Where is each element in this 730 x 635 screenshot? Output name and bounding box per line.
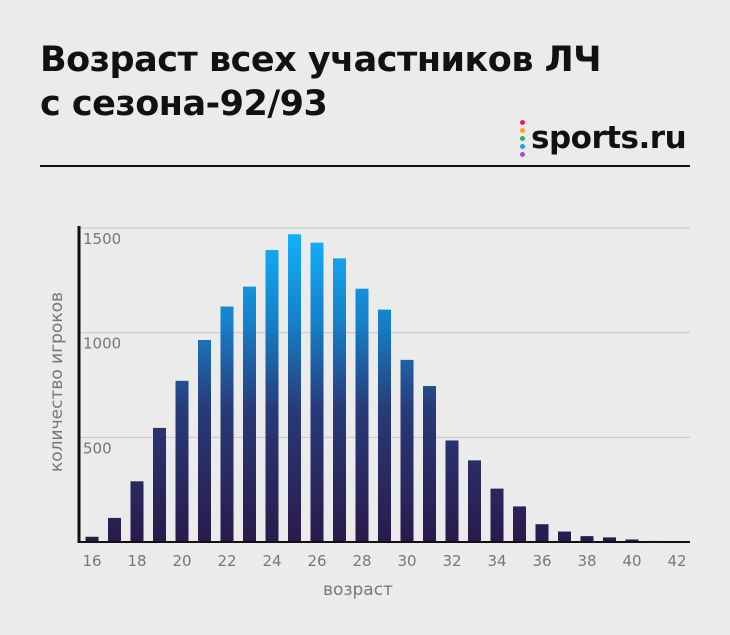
bar [220, 306, 234, 542]
logo-dots-icon [520, 119, 525, 157]
sports-ru-logo: sports.ru [520, 118, 687, 158]
bar [580, 536, 594, 542]
bar [130, 481, 144, 542]
bar [243, 286, 256, 542]
bar [378, 309, 391, 542]
bar [310, 242, 324, 543]
x-tick-label: 42 [667, 552, 686, 570]
bar [175, 380, 189, 542]
x-tick-label: 40 [622, 552, 641, 570]
bar [468, 460, 481, 542]
bar [198, 339, 211, 542]
x-tick-label: 34 [487, 552, 506, 570]
bar [153, 427, 166, 542]
x-tick-label: 16 [82, 552, 101, 570]
bar [445, 440, 459, 542]
x-tick-label: 22 [217, 552, 236, 570]
x-tick-label: 28 [352, 552, 371, 570]
bar [603, 537, 616, 542]
y-tick-label: 500 [83, 439, 112, 457]
x-tick-label: 24 [262, 552, 281, 570]
title-line-1: Возраст всех участников ЛЧ [40, 40, 602, 80]
logo-dot [520, 135, 525, 141]
bar [513, 506, 526, 542]
logo-text: sports.ru [531, 120, 687, 156]
logo-dot [520, 143, 525, 149]
bar [558, 531, 571, 542]
y-axis-label: количество игроков [47, 292, 67, 472]
bar [288, 234, 301, 542]
y-tick-label: 1500 [83, 230, 121, 248]
x-tick-label: 38 [577, 552, 596, 570]
bar [85, 536, 99, 542]
bar [423, 386, 436, 542]
logo-dot [520, 127, 525, 133]
bar [265, 249, 279, 543]
logo-dot [520, 151, 525, 157]
bar [108, 517, 121, 542]
bar [490, 488, 504, 542]
bar [400, 359, 414, 542]
x-tick-label: 20 [172, 552, 191, 570]
bar [535, 524, 549, 542]
bar [355, 288, 369, 542]
x-axis-label: возраст [323, 580, 393, 600]
bar [333, 258, 346, 542]
y-tick-label: 1000 [83, 335, 121, 353]
x-tick-label: 30 [397, 552, 416, 570]
chart-title: Возраст всех участников ЛЧ с сезона-92/9… [40, 38, 602, 126]
title-line-2: с сезона-92/93 [40, 84, 328, 124]
x-tick-label: 18 [127, 552, 146, 570]
x-tick-label: 36 [532, 552, 551, 570]
bar [625, 539, 639, 542]
x-tick-label: 26 [307, 552, 326, 570]
x-tick-label: 32 [442, 552, 461, 570]
title-divider [40, 165, 690, 167]
logo-dot [520, 119, 525, 125]
